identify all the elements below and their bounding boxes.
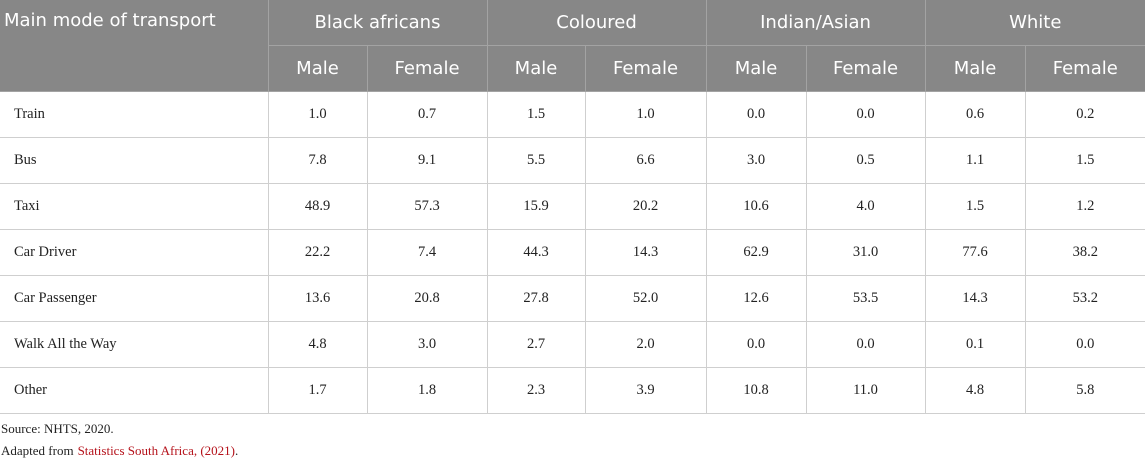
value-cell: 1.7	[267, 367, 368, 414]
header-cell: Main mode of transport	[0, 0, 268, 92]
group-header: Coloured	[486, 0, 707, 46]
table-body: Train 1.0 0.7 1.5 1.0 0.0 0.0 0.6 0.2 Bus 7.8 9.1 5.…	[0, 91, 1145, 414]
table-row: Other 1.7 1.8 2.3 3.9 10.8 11.0 4.8 5.8	[0, 367, 1145, 414]
table-row: Car Passenger 13.6 20.8 27.8 52.0 12.6 53.5 14.…	[0, 275, 1145, 322]
sub-header: Female	[805, 45, 926, 92]
value-cell: 3.9	[584, 367, 707, 414]
table-row: Car Driver 22.2 7.4 44.3 14.3 62.9 31.0 77.6 38.…	[0, 229, 1145, 276]
value-cell: 0.1	[924, 321, 1026, 368]
value-cell: 1.1	[924, 137, 1026, 184]
value-cell: 3.0	[366, 321, 488, 368]
value-cell: 1.5	[486, 91, 586, 138]
row-label: Bus	[0, 137, 269, 184]
value-cell: 31.0	[805, 229, 926, 276]
row-label: Train	[0, 91, 269, 138]
value-cell: 7.8	[267, 137, 368, 184]
value-cell: 4.0	[805, 183, 926, 230]
value-cell: 2.3	[486, 367, 586, 414]
data-table: Main mode of transport Black africans Colo…	[0, 0, 1145, 414]
value-cell: 0.6	[924, 91, 1026, 138]
value-cell: 4.8	[924, 367, 1026, 414]
table-row: Walk All the Way 4.8 3.0 2.7 2.0 0.0 0.0 0.1 0.0	[0, 321, 1145, 368]
value-cell: 48.9	[267, 183, 368, 230]
value-cell: 0.0	[805, 321, 926, 368]
value-cell: 27.8	[486, 275, 586, 322]
value-cell: 0.7	[366, 91, 488, 138]
group-header: Black africans	[267, 0, 487, 46]
adapted-suffix: .	[235, 443, 239, 458]
row-label: Walk All the Way	[0, 321, 269, 368]
value-cell: 5.8	[1024, 367, 1145, 414]
group-header: White	[924, 0, 1145, 46]
value-cell: 0.0	[805, 91, 926, 138]
adapted-note: Adapted from Statistics South Africa, (20…	[1, 440, 1145, 462]
value-cell: 20.2	[584, 183, 707, 230]
value-cell: 15.9	[486, 183, 586, 230]
value-cell: 1.5	[924, 183, 1026, 230]
value-cell: 12.6	[705, 275, 807, 322]
value-cell: 1.5	[1024, 137, 1145, 184]
value-cell: 14.3	[924, 275, 1026, 322]
header-row: Main mode of transport Black africans Colo…	[0, 0, 1145, 92]
value-cell: 1.0	[267, 91, 368, 138]
table-row: Train 1.0 0.7 1.5 1.0 0.0 0.0 0.6 0.2	[0, 91, 1145, 138]
value-cell: 20.8	[366, 275, 488, 322]
sub-header: Female	[1024, 45, 1145, 92]
value-cell: 22.2	[267, 229, 368, 276]
table-header: Main mode of transport Black africans Colo…	[0, 0, 1145, 92]
value-cell: 6.6	[584, 137, 707, 184]
adapted-prefix: Adapted from	[1, 443, 74, 458]
value-cell: 2.7	[486, 321, 586, 368]
value-cell: 77.6	[924, 229, 1026, 276]
value-cell: 53.5	[805, 275, 926, 322]
sub-header: Male	[924, 45, 1026, 92]
value-cell: 11.0	[805, 367, 926, 414]
value-cell: 3.0	[705, 137, 807, 184]
value-cell: 0.5	[805, 137, 926, 184]
value-cell: 53.2	[1024, 275, 1145, 322]
value-cell: 10.6	[705, 183, 807, 230]
value-cell: 57.3	[366, 183, 488, 230]
notes: Source: NHTS, 2020. Adapted from Statisti…	[0, 418, 1145, 462]
value-cell: 62.9	[705, 229, 807, 276]
value-cell: 38.2	[1024, 229, 1145, 276]
sub-header: Male	[705, 45, 807, 92]
value-cell: 1.8	[366, 367, 488, 414]
value-cell: 44.3	[486, 229, 586, 276]
row-label: Car Driver	[0, 229, 269, 276]
row-label: Other	[0, 367, 269, 414]
value-cell: 52.0	[584, 275, 707, 322]
value-cell: 0.0	[705, 321, 807, 368]
sub-header: Male	[486, 45, 585, 92]
value-cell: 1.0	[584, 91, 707, 138]
value-cell: 2.0	[584, 321, 707, 368]
value-cell: 1.2	[1024, 183, 1145, 230]
sub-header: Female	[366, 45, 487, 92]
value-cell: 13.6	[267, 275, 368, 322]
sub-header: Female	[584, 45, 707, 92]
value-cell: 10.8	[705, 367, 807, 414]
sub-header: Male	[267, 45, 367, 92]
value-cell: 0.0	[705, 91, 807, 138]
value-cell: 4.8	[267, 321, 368, 368]
source-note: Source: NHTS, 2020.	[1, 421, 114, 436]
value-cell: 0.0	[1024, 321, 1145, 368]
row-label: Car Passenger	[0, 275, 269, 322]
value-cell: 0.2	[1024, 91, 1145, 138]
group-header: Indian/Asian	[705, 0, 926, 46]
value-cell: 14.3	[584, 229, 707, 276]
table-row: Bus 7.8 9.1 5.5 6.6 3.0 0.5 1.1 1.5	[0, 137, 1145, 184]
header-row: Male Female Male Female Male Female Male Female	[0, 45, 1145, 92]
row-label: Taxi	[0, 183, 269, 230]
value-cell: 9.1	[366, 137, 488, 184]
value-cell: 7.4	[366, 229, 488, 276]
value-cell: 5.5	[486, 137, 586, 184]
citation-link[interactable]: Statistics South Africa, (2021)	[77, 443, 235, 458]
table-row: Taxi 48.9 57.3 15.9 20.2 10.6 4.0 1.5 1.2	[0, 183, 1145, 230]
